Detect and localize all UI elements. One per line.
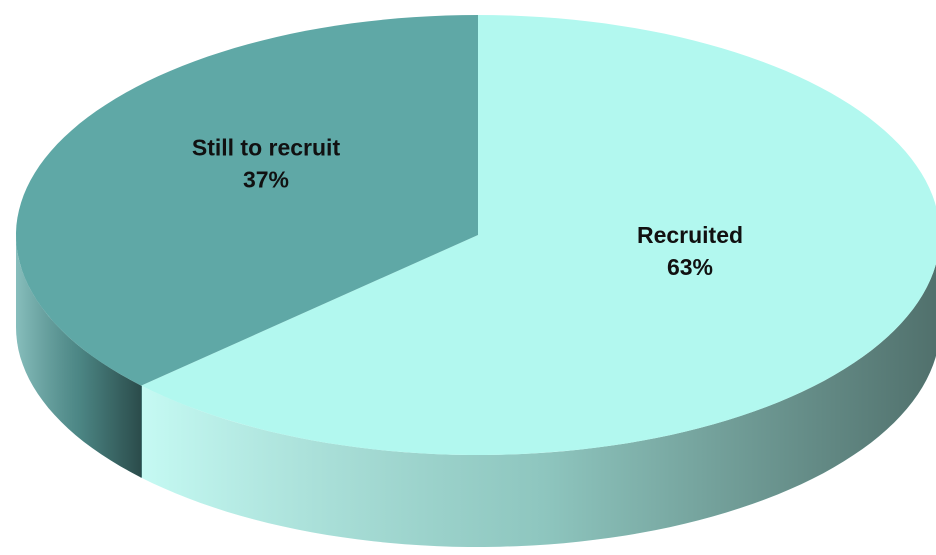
slice-label: Recruited [637, 222, 743, 248]
side-shade [141, 263, 936, 547]
slice-value-label: 63% [667, 254, 713, 280]
side-shade [16, 235, 142, 478]
slice-side [140, 263, 936, 547]
slice-value-label: 37% [243, 166, 289, 192]
slice-label: Still to recruit [192, 134, 341, 160]
slice [141, 15, 936, 455]
slice-side [16, 235, 142, 478]
slice [16, 15, 478, 386]
